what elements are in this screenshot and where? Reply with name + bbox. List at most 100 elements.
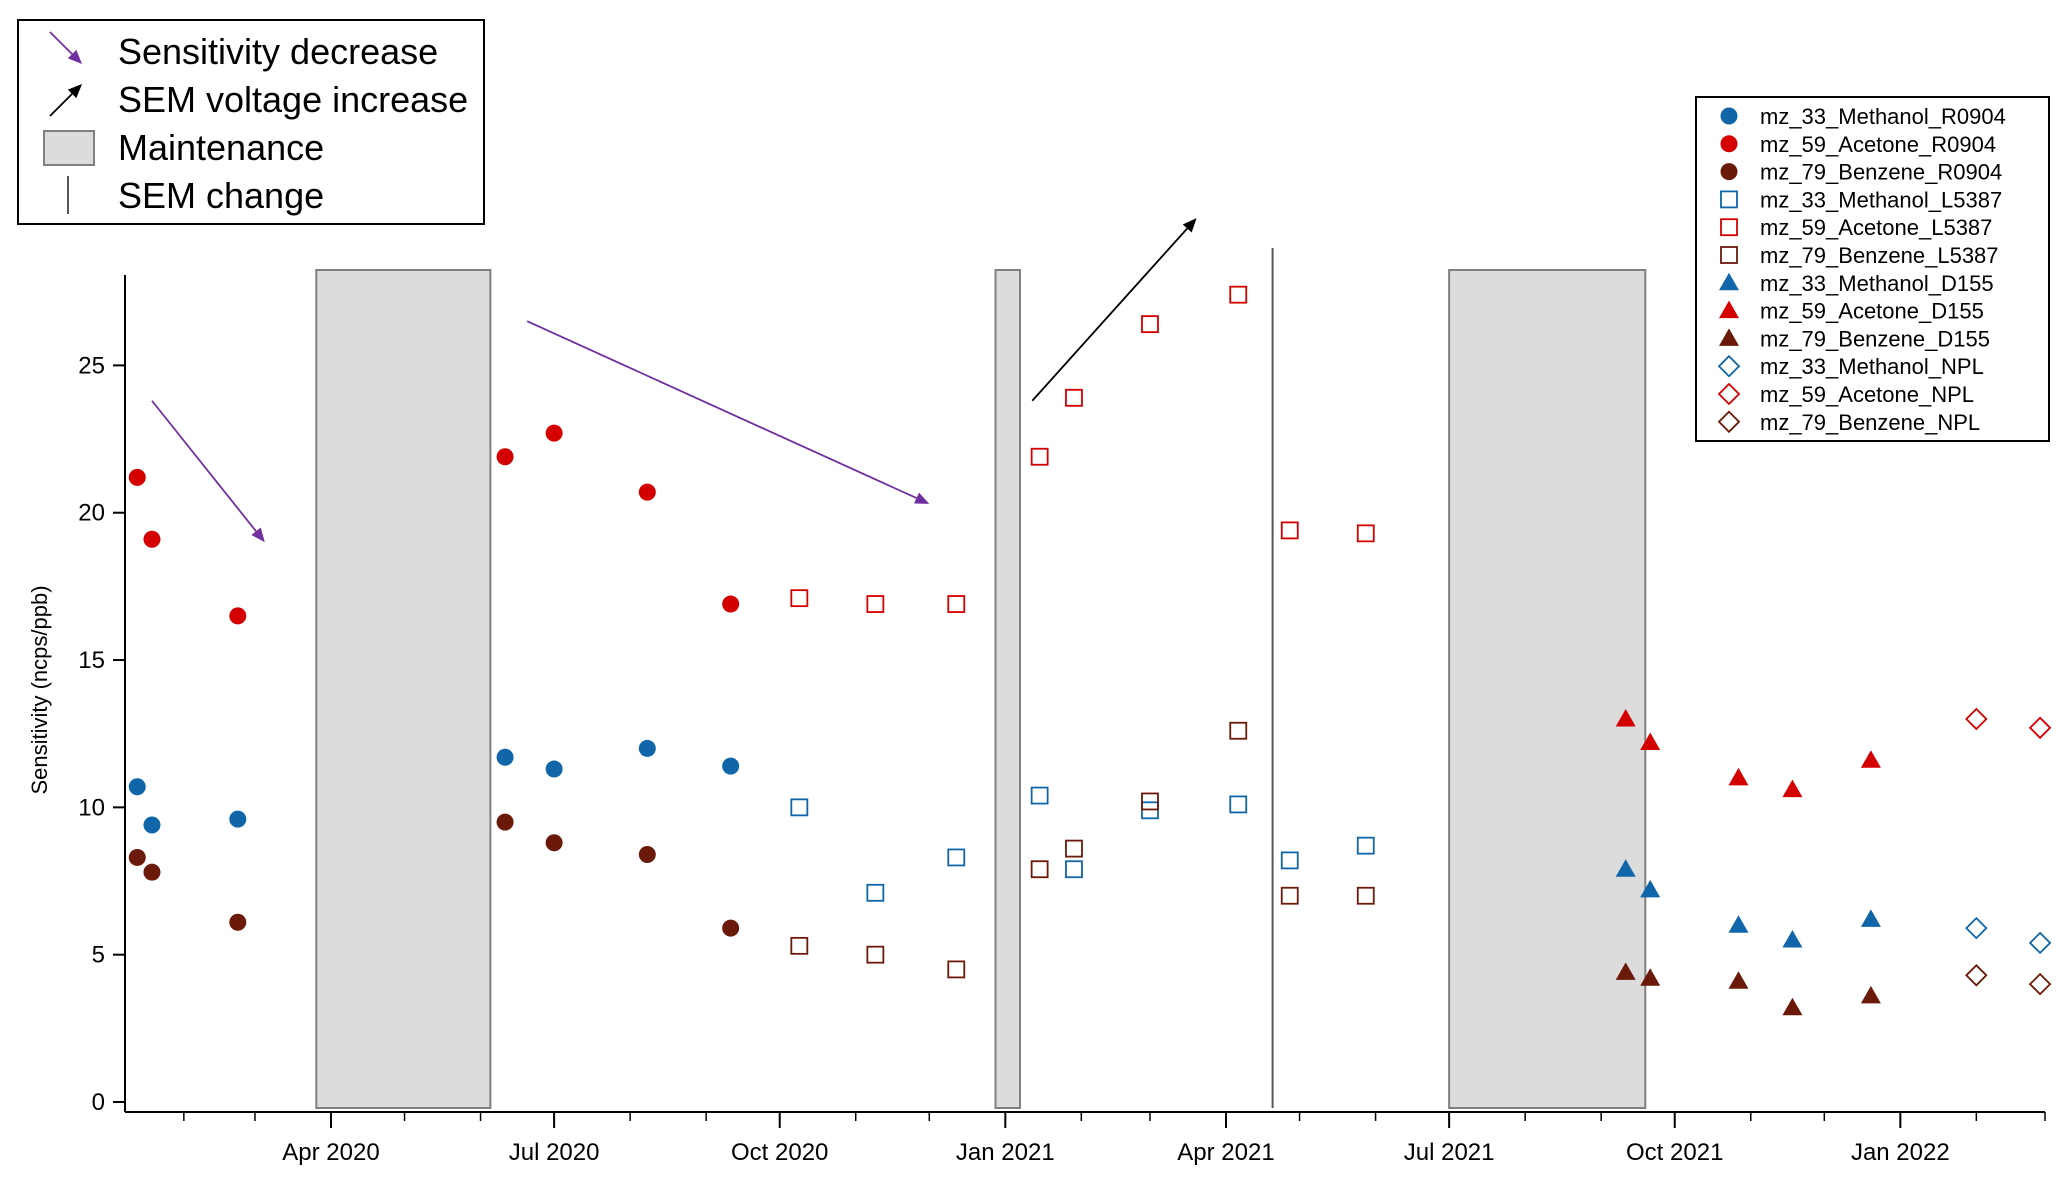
annotation-key-frame (17, 19, 485, 225)
data-point (1141, 792, 1159, 811)
data-point (1030, 786, 1049, 805)
sensitivity-decrease-arrow-head (914, 492, 930, 504)
legend-label: mz_79_Benzene_L5387 (1760, 243, 1999, 268)
data-point (947, 595, 966, 613)
data-point (1141, 315, 1159, 334)
legend-label: mz_59_Acetone_L5387 (1760, 215, 1992, 240)
legend-label: mz_79_Benzene_R0904 (1760, 160, 2002, 185)
x-tick-label: Jan 2021 (956, 1139, 1055, 1166)
key-sem-arrow-shaft (49, 93, 73, 117)
key-label: Sensitivity decrease (118, 31, 438, 72)
data-point (638, 846, 656, 863)
key-item-black-arrow: SEM voltage increase (49, 79, 468, 120)
legend-marker (1719, 272, 1739, 291)
data-layer (128, 285, 2052, 1016)
series-mz_33_Methanol_D155 (1615, 859, 1881, 948)
data-point (229, 607, 247, 625)
legend-marker (1720, 135, 1738, 153)
sensitivity-decrease-arrow (526, 320, 930, 504)
series-mz_59_Acetone_L5387 (790, 285, 1375, 613)
sensitivity-decrease-arrow-shaft (151, 400, 257, 532)
data-point (1280, 521, 1299, 540)
legend-label: mz_59_Acetone_D155 (1760, 299, 1984, 324)
key-sensitivity-arrow-shaft (49, 31, 73, 55)
maintenance-period (994, 269, 1022, 1109)
legend-label: mz_79_Benzene_D155 (1760, 326, 1990, 351)
data-point (229, 913, 247, 931)
legend-marker (1717, 354, 1741, 378)
data-point (143, 530, 161, 548)
data-point (1030, 860, 1049, 879)
series-mz_79_Benzene_D155 (1615, 962, 1881, 1016)
data-point (1728, 971, 1749, 989)
data-point (1640, 732, 1661, 751)
legend-item: mz_33_Methanol_L5387 (1720, 187, 2002, 212)
data-point (128, 848, 146, 866)
data-point (496, 813, 514, 831)
legend-item: mz_79_Benzene_L5387 (1720, 243, 1999, 268)
data-point (1280, 851, 1299, 870)
legend-item: mz_33_Methanol_NPL (1717, 354, 1984, 379)
data-point (638, 483, 656, 501)
data-point (790, 589, 809, 608)
legend-marker (1720, 218, 1738, 237)
key-label: Maintenance (118, 127, 324, 168)
data-point (638, 739, 656, 757)
data-point (1640, 968, 1661, 986)
data-point (947, 960, 966, 979)
legend-item: mz_79_Benzene_D155 (1719, 326, 1990, 351)
legend-label: mz_33_Methanol_R0904 (1760, 104, 2006, 129)
key-sem-arrow (49, 84, 82, 117)
legend-label: mz_33_Methanol_D155 (1760, 271, 1994, 296)
data-point (1615, 859, 1636, 877)
sensitivity-decrease-arrow-head (251, 527, 265, 543)
data-point (545, 424, 563, 442)
y-tick-label: 20 (78, 500, 105, 527)
sem-voltage-increase-arrow (1031, 218, 1197, 402)
legend-label: mz_33_Methanol_L5387 (1760, 187, 2002, 212)
y-tick-label: 25 (78, 352, 105, 379)
background-layer (315, 248, 1647, 1109)
key-sensitivity-arrow (49, 31, 82, 64)
data-point (1356, 836, 1375, 855)
y-tick-label: 15 (78, 647, 105, 674)
x-tick-label: Jul 2021 (1404, 1139, 1495, 1166)
series-mz_59_Acetone_D155 (1615, 708, 1881, 798)
data-point (545, 834, 563, 852)
series-mz_79_Benzene_R0904 (128, 813, 740, 937)
key-label: SEM voltage increase (118, 79, 468, 120)
series-mz_59_Acetone_NPL (1965, 707, 2052, 740)
x-tick-label: Oct 2021 (1626, 1139, 1723, 1166)
data-point (1229, 285, 1248, 304)
series-mz_59_Acetone_R0904 (128, 424, 740, 625)
data-point (2028, 931, 2052, 955)
data-point (1728, 767, 1749, 786)
x-tick-label: Oct 2020 (731, 1139, 828, 1166)
data-point (1965, 964, 1988, 987)
data-point (1782, 929, 1803, 948)
legend-marker (1717, 410, 1741, 434)
data-point (1860, 750, 1881, 768)
legend-label: mz_59_Acetone_NPL (1760, 382, 1974, 407)
data-point (866, 883, 885, 902)
data-point (1356, 524, 1375, 543)
data-point (1615, 962, 1636, 980)
data-point (143, 863, 161, 881)
legend-marker (1719, 300, 1739, 319)
data-point (1728, 915, 1749, 933)
series-mz_79_Benzene_L5387 (790, 721, 1375, 979)
sem-voltage-increase-arrow-shaft (1031, 227, 1188, 402)
data-point (1782, 997, 1803, 1016)
data-point (1356, 886, 1375, 905)
legend-item: mz_79_Benzene_R0904 (1720, 160, 2002, 185)
data-point (947, 848, 966, 867)
data-point (496, 448, 514, 466)
data-point (790, 798, 809, 817)
key-sem-arrow-head (67, 84, 82, 99)
legend-marker (1719, 328, 1739, 346)
data-point (229, 810, 247, 828)
legend-marker (1720, 163, 1738, 181)
series-mz_33_Methanol_L5387 (790, 786, 1375, 902)
data-point (1280, 886, 1299, 905)
data-point (722, 757, 740, 775)
